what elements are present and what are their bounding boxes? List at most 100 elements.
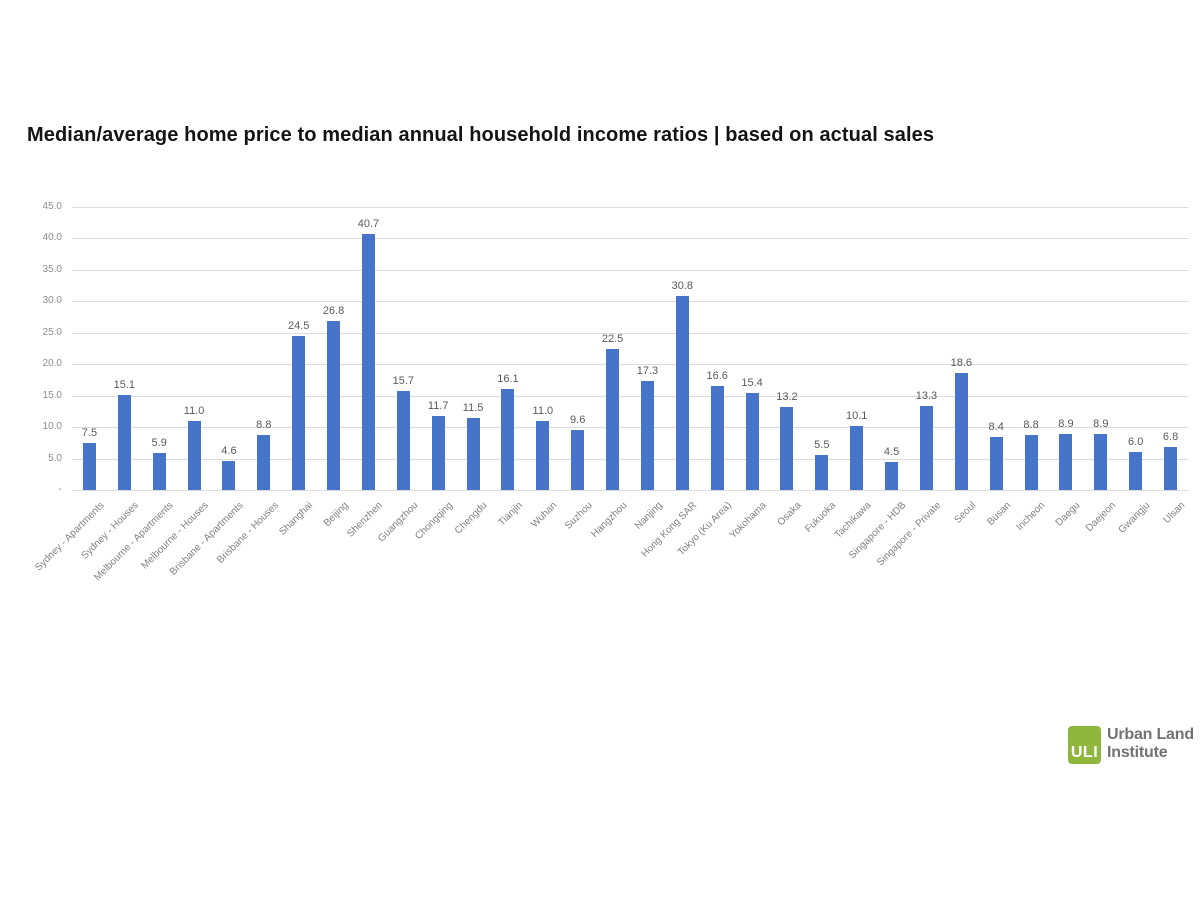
uli-logo: ULI Urban Land Institute (1068, 726, 1194, 764)
bar (954, 373, 968, 490)
bar (396, 391, 410, 490)
x-axis-category-label: Suzhou (562, 500, 595, 532)
bar-value-label: 26.8 (322, 305, 345, 318)
bar-value-label: 6.0 (1128, 436, 1144, 449)
bar (1129, 452, 1143, 490)
bar-value-label: 30.8 (671, 280, 694, 293)
x-axis-category-label: Daejeon (1083, 500, 1118, 535)
bar-value-label: 11.0 (183, 404, 205, 417)
bar-value-label: 5.5 (814, 439, 830, 452)
bar (361, 234, 375, 490)
bar-value-label: 22.5 (601, 332, 624, 345)
x-axis-category-label: Chengdu (453, 500, 490, 537)
bar-value-label: 13.3 (915, 390, 938, 403)
bar-value-label: 15.7 (392, 375, 415, 388)
bar (1164, 447, 1178, 490)
x-axis-category-label: Beijing (321, 500, 351, 530)
x-axis-category-label: Osaka (775, 500, 804, 529)
x-axis-category-label: Daegu (1054, 500, 1083, 529)
bar-value-label: 17.3 (636, 365, 659, 378)
x-axis-category-label: Wuhan (529, 500, 560, 531)
bar-value-label: 10.1 (845, 410, 868, 423)
bar-value-label: 8.8 (256, 418, 272, 431)
bar (640, 381, 654, 490)
bar (1094, 434, 1108, 490)
bar (850, 426, 864, 490)
x-axis-category-label: Hangzhou (589, 500, 630, 541)
y-axis-tick-label: 15.0 (42, 389, 62, 401)
bar-value-label: 8.9 (1093, 418, 1109, 431)
y-axis-tick-label: - (58, 484, 62, 495)
x-axis-category-label: Nanjing (632, 500, 665, 532)
y-axis-tick-label: 45.0 (42, 201, 62, 212)
bar (536, 420, 550, 490)
x-axis-category-label: Singapore - Private (874, 500, 944, 569)
uli-logo-text: Urban Land Institute (1107, 726, 1194, 762)
bar (885, 461, 899, 490)
chart-title: Median/average home price to median annu… (27, 124, 935, 146)
gridline (72, 490, 1188, 491)
bar-value-label: 15.1 (113, 379, 136, 392)
bar (257, 434, 271, 490)
bar (606, 348, 620, 490)
x-axis-category-label: Yokohama (727, 500, 769, 541)
gridline (72, 395, 1188, 397)
bar (501, 388, 515, 490)
y-axis-tick-label: 5.0 (48, 452, 62, 464)
x-axis-category-label: Melbourne - Houses (139, 500, 211, 572)
bar (815, 455, 829, 490)
bar (919, 406, 933, 490)
bar-value-label: 8.9 (1058, 418, 1074, 431)
x-axis-category-label: Gwangju (1116, 500, 1153, 536)
gridline (72, 238, 1188, 240)
bar-value-label: 7.5 (81, 426, 98, 439)
bar (117, 395, 131, 490)
bar-value-label: 8.4 (988, 421, 1004, 434)
uli-logo-letters: ULI (1070, 744, 1099, 761)
y-axis-tick-label: 30.0 (42, 295, 62, 307)
x-axis-category-label: Brisbane - Houses (214, 500, 281, 566)
bar-value-label: 9.6 (570, 413, 586, 426)
bar-value-label: 11.7 (427, 400, 449, 413)
gridline (72, 269, 1188, 271)
bar (675, 296, 689, 490)
bar (571, 429, 585, 490)
x-axis-category-label: Fukuoka (803, 500, 839, 535)
bar-value-label: 11.0 (532, 404, 554, 417)
y-axis-tick-label: 40.0 (42, 232, 62, 244)
bar-value-label: 40.7 (357, 218, 380, 231)
logo-line1: Urban Land (1107, 726, 1194, 743)
gridline (72, 458, 1188, 460)
bar (152, 452, 166, 490)
bar (780, 406, 794, 490)
bar-value-label: 24.5 (287, 319, 310, 332)
x-axis-category-label: Tianjin (496, 500, 525, 529)
gridline (72, 332, 1188, 334)
bar-value-label: 15.4 (741, 377, 763, 390)
bar-value-label: 18.6 (950, 357, 973, 370)
bar (222, 461, 236, 490)
gridline (72, 301, 1188, 303)
bar (327, 321, 341, 490)
bar (989, 437, 1003, 490)
x-axis-category-label: Shanghai (277, 500, 316, 538)
bar-value-label: 5.9 (151, 436, 167, 449)
bar (1059, 434, 1073, 490)
bar-value-label: 6.8 (1162, 431, 1179, 444)
x-axis-category-label: Incheon (1014, 500, 1048, 533)
gridline (72, 427, 1188, 429)
bar (466, 417, 480, 490)
bar-value-label: 8.8 (1023, 418, 1039, 431)
bar (1024, 434, 1038, 490)
logo-line2: Institute (1107, 744, 1168, 761)
y-axis-tick-label: 10.0 (42, 421, 62, 433)
y-axis-tick-label: 35.0 (42, 263, 62, 275)
bar (82, 442, 96, 490)
x-axis-category-label: Busan (985, 500, 1013, 528)
x-axis-category-label: Ulsan (1161, 500, 1188, 526)
bar-value-label: 11.5 (462, 401, 484, 414)
gridline (72, 364, 1188, 366)
bar-chart: - 5.0 10.0 15.0 20.0 25.0 30.0 35.0 40.0 45.0 7.5 S… (33, 201, 1188, 583)
bar (292, 335, 306, 490)
